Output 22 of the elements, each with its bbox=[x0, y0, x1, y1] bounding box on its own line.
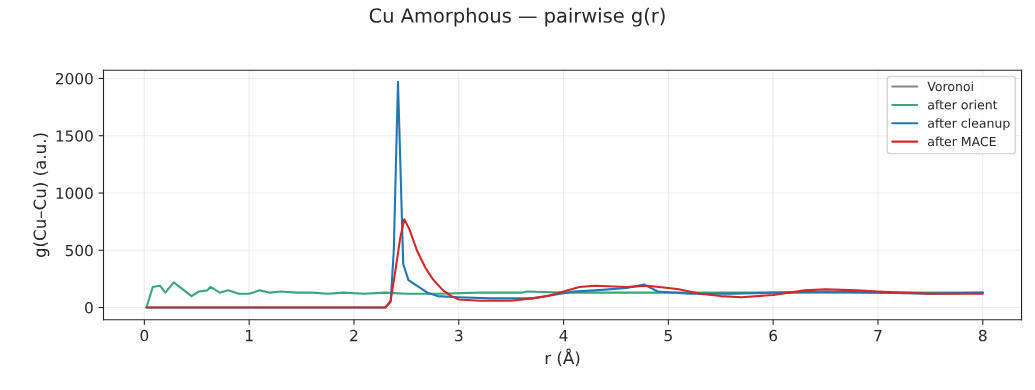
x-tick-label: 6 bbox=[769, 329, 778, 342]
y-tick-label: 0 bbox=[85, 302, 93, 314]
x-tick-label: 7 bbox=[874, 329, 882, 342]
legend-label: after MACE bbox=[928, 136, 996, 147]
line-series bbox=[145, 218, 984, 309]
x-tick-label: 8 bbox=[978, 329, 987, 342]
y-axis-title: g(Cu–Cu) (a.u.) bbox=[33, 133, 50, 258]
legend-label: Voronoi bbox=[927, 81, 973, 92]
x-axis-title: r (Å) bbox=[545, 348, 580, 367]
x-tick-label: 3 bbox=[455, 329, 463, 342]
y-tick-label: 1000 bbox=[56, 187, 93, 200]
legend-label: after cleanup bbox=[928, 118, 1010, 131]
x-tick-label: 2 bbox=[350, 329, 358, 342]
y-tick-label: 2000 bbox=[56, 72, 93, 85]
chart-title: Cu Amorphous — pairwise g(r) bbox=[369, 7, 665, 27]
x-tick-label: 4 bbox=[559, 329, 568, 342]
legend-label: after orient bbox=[928, 99, 998, 110]
x-tick-label: 0 bbox=[140, 329, 149, 342]
x-tick-label: 5 bbox=[664, 329, 672, 342]
y-tick-label: 1500 bbox=[56, 130, 93, 142]
y-tick-label: 500 bbox=[65, 244, 93, 257]
x-tick-label: 1 bbox=[245, 329, 253, 342]
